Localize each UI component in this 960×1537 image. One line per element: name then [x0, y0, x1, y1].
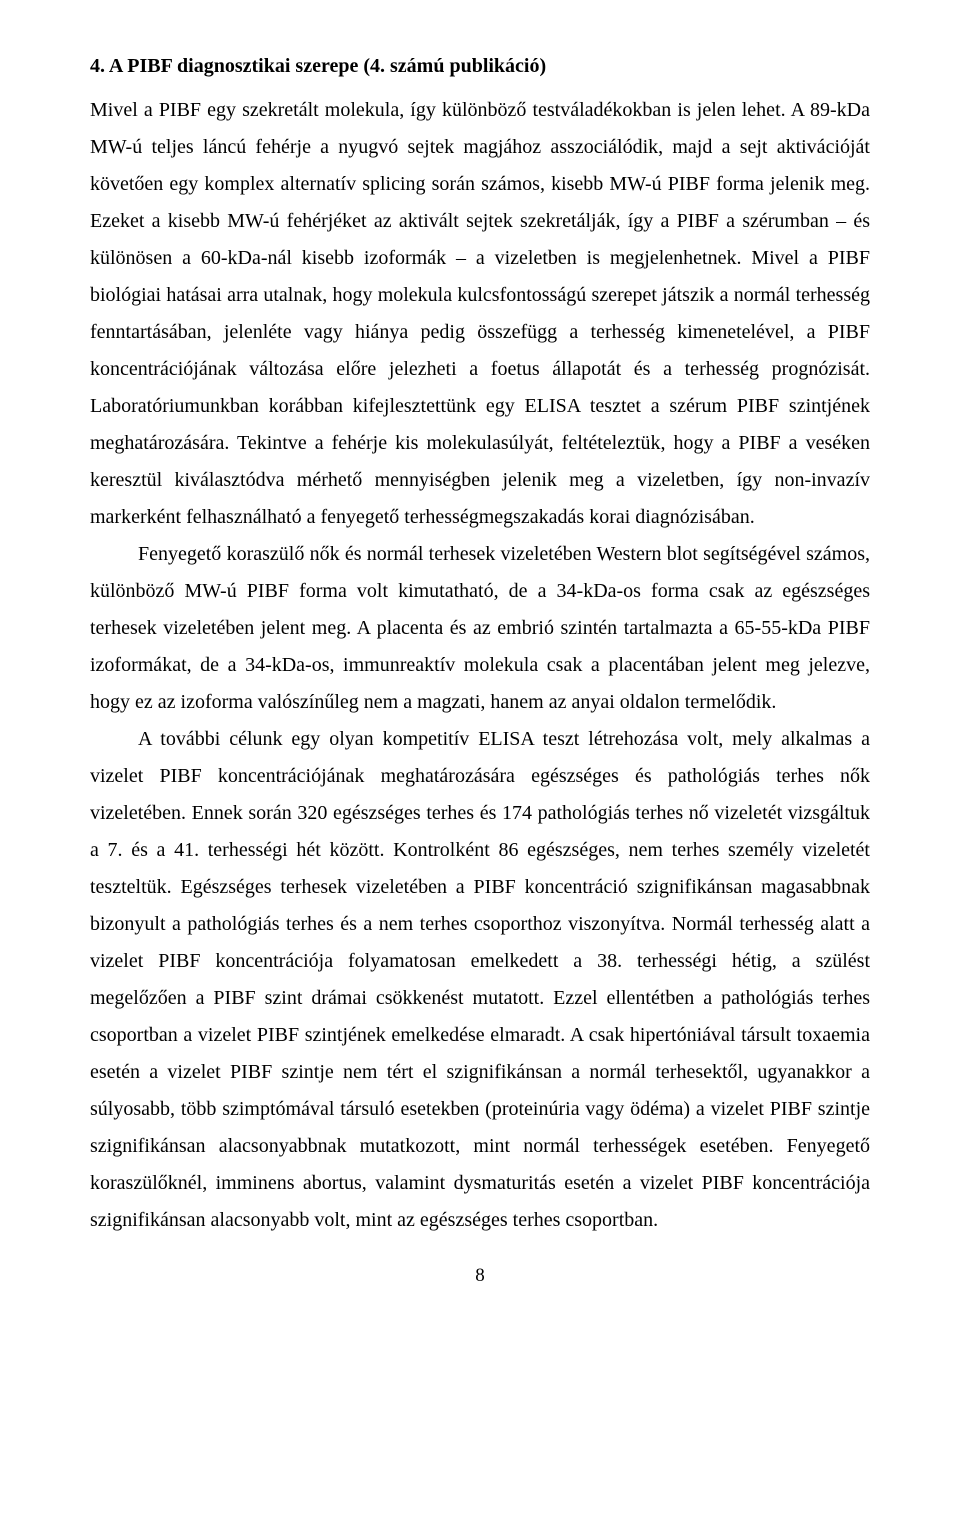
document-page: 4. A PIBF diagnosztikai szerepe (4. szám… [0, 0, 960, 1317]
paragraph-2: Fenyegető koraszülő nők és normál terhes… [90, 536, 870, 721]
page-number: 8 [90, 1265, 870, 1287]
paragraph-3: A további célunk egy olyan kompetitív EL… [90, 721, 870, 1239]
paragraph-1: Mivel a PIBF egy szekretált molekula, íg… [90, 92, 870, 536]
section-heading: 4. A PIBF diagnosztikai szerepe (4. szám… [90, 50, 870, 82]
